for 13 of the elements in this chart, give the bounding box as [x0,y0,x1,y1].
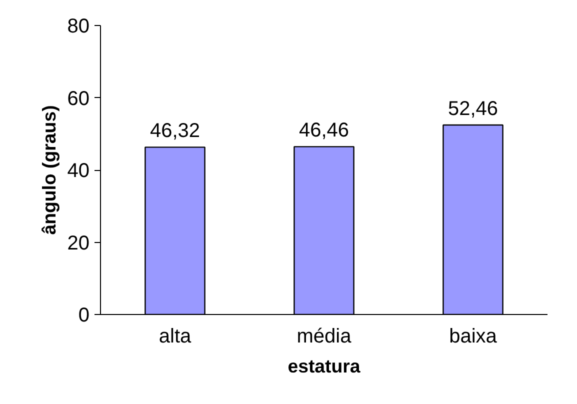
data-label: 46,32 [150,120,200,142]
y-tick-label: 80 [67,16,90,38]
y-tick-label: 40 [67,160,90,182]
data-label: 52,46 [448,98,498,120]
y-tick-label: 20 [67,232,90,254]
x-tick-label: alta [158,326,192,348]
y-tick-label: 60 [67,88,90,110]
data-label: 46,46 [298,120,350,142]
x-tick-label: média [296,326,352,348]
y-axis-title: ângulo (graus) [38,105,60,235]
y-tick-label: 0 [78,304,90,326]
x-tick-label: baixa [449,326,498,348]
x-axis-title: estatura [288,356,361,376]
